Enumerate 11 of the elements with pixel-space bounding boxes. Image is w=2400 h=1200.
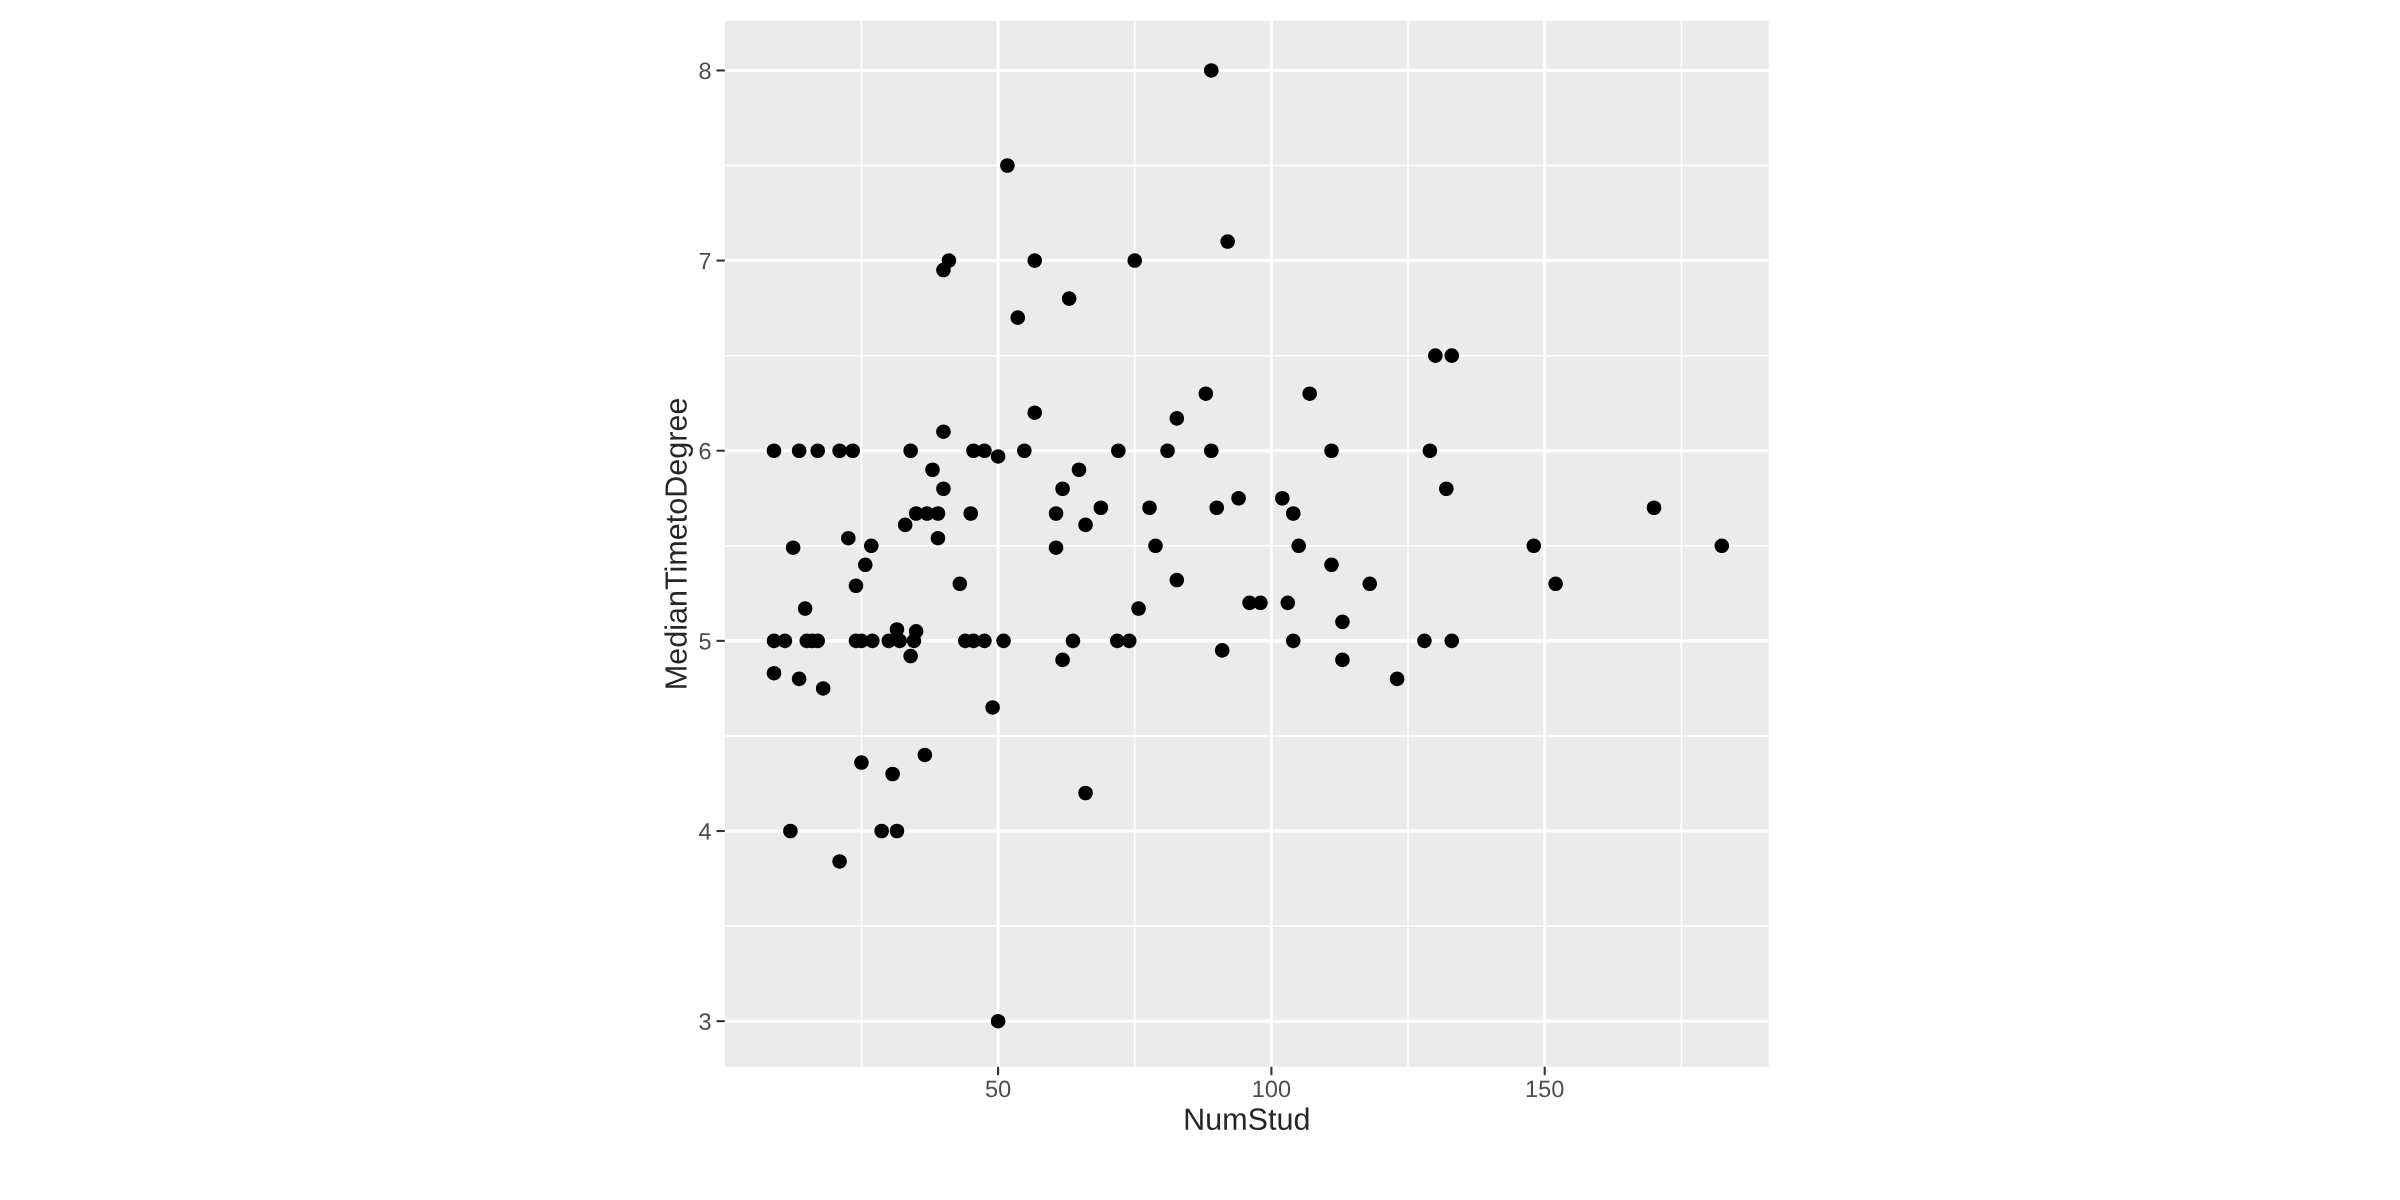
y-tick-label: 3	[699, 1013, 711, 1030]
y-tick-label: 8	[699, 62, 711, 80]
y-axis-title: MedianTimetoDegree	[664, 398, 693, 688]
y-tick-label: 4	[699, 823, 711, 840]
y-tick-label: 6	[699, 442, 711, 460]
y-tick-label: 5	[699, 633, 711, 650]
x-tick-label: 150	[1526, 1080, 1564, 1098]
y-tick-label: 7	[699, 252, 711, 270]
x-axis-title: NumStud	[1185, 1107, 1309, 1130]
x-tick-label: 50	[985, 1080, 1011, 1098]
x-tick-label: 100	[1253, 1080, 1291, 1098]
